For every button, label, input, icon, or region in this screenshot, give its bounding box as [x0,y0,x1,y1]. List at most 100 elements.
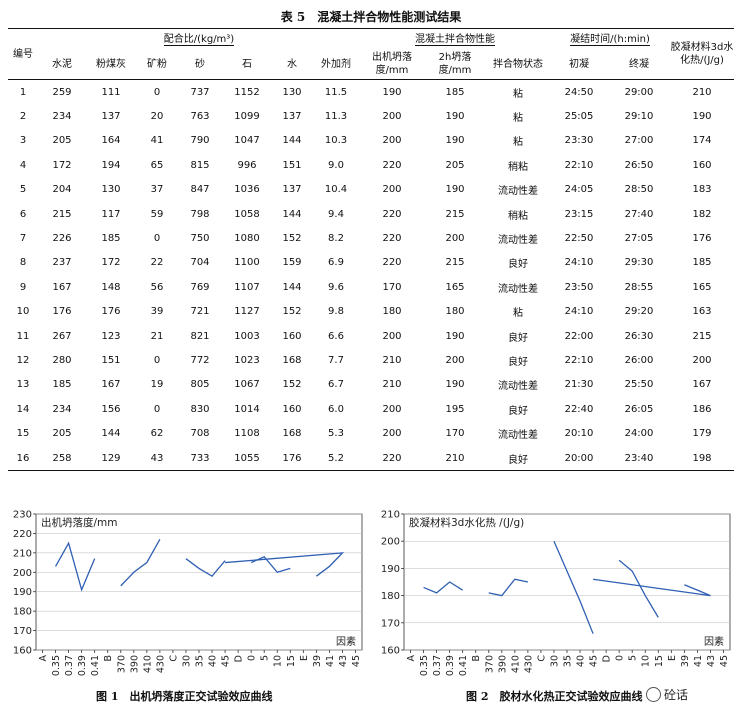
table-cell: 185 [445,86,465,98]
column-header: 出机坍落度/mm [360,49,424,80]
table-row: 9 167 148 56 769 1107 144 9.6 170 165 流动性差 23:50 28:… [8,275,734,299]
table-cell: 7.7 [328,354,344,366]
table-cell: 210 [382,354,402,366]
table-cell: 0 [153,233,161,245]
table-cell: 151 [101,354,121,366]
table-cell: 24:10 [564,306,594,318]
table-cell: 1100 [234,257,260,269]
effect-line-E [225,552,345,577]
column-header: 水泥 [38,49,86,80]
table-cell: 粘 [513,308,523,320]
x-tick-label: 35 [195,655,206,667]
table-cell: 流动性差 [498,430,538,442]
effect-line-A [423,581,464,594]
table-cell: 130 [282,86,302,98]
table-cell: 22:10 [564,159,594,171]
table-cell: 10.3 [324,135,348,147]
table-cell: 176 [692,233,712,245]
table-title: 表 5 混凝土拌合物性能测试结果 [280,10,462,24]
table-cell: 200 [382,403,402,415]
table-cell: 200 [445,233,465,245]
table-cell: 144 [282,135,302,147]
table-cell: 170 [445,428,465,440]
x-tick-label: C [168,655,179,662]
table-cell: 2 [19,111,27,123]
table-cell: 10.4 [324,184,348,196]
x-tick-label: 35 [563,655,574,667]
table-cell: 1055 [222,445,272,472]
table-cell: 良好 [486,445,550,472]
table-cell: 流动性差 [498,235,538,247]
x-tick-label: 0.35 [51,655,62,676]
table-cell: 良好 [508,332,528,344]
y-tick-label: 180 [13,607,32,618]
table-cell: 163 [692,306,712,318]
table-cell: 20:00 [550,445,608,472]
header-mix-group: 配合比/(kg/m³) [38,28,360,49]
table-cell: 39 [150,306,164,318]
table-cell: 1127 [234,306,260,318]
y-tick-label: 210 [381,510,400,521]
table-cell: 280 [52,354,72,366]
effect-line-D [618,559,659,618]
y-tick-label: 190 [381,564,400,575]
table-cell: 1 [19,86,27,98]
column-header: 粉煤灰 [86,49,136,80]
table-cell: 237 [52,257,72,269]
table-cell: 215 [445,257,465,269]
table-cell: 205 [52,135,72,147]
table-cell: 190 [692,111,712,123]
effect-line-B [120,538,161,587]
table-cell: 1108 [234,428,260,440]
table-cell: 22:10 [564,354,594,366]
table-cell: 176 [52,306,72,318]
table-cell: 200 [382,111,402,123]
table-row: 3 205 164 41 790 1047 144 10.3 200 190 粘 23:30 27:00… [8,129,734,153]
table-cell: 1058 [234,208,260,220]
x-tick-label: 430 [155,655,166,673]
table-cell: 良好 [508,405,528,417]
y-tick-label: 180 [381,591,400,602]
table-cell: 21:30 [564,379,594,391]
table-cell: 750 [190,233,210,245]
table-cell: 733 [178,445,222,472]
table-cell: 798 [190,208,210,220]
column-header: 初凝 [550,49,608,80]
table-cell: 160 [282,403,302,415]
table-cell: 9.8 [328,306,344,318]
x-tick-label: 5 [260,655,271,661]
table-cell: 267 [52,330,72,342]
x-tick-label: 39 [312,655,323,667]
table-cell: 220 [382,257,402,269]
x-tick-label: 0 [615,655,626,661]
table-cell: 良好 [508,259,528,271]
table-row: 4 172 194 65 815 996 151 9.0 220 205 稍粘 22:10 26:50 1… [8,153,734,177]
table-cell: 170 [382,281,402,293]
table-cell: 144 [282,281,302,293]
column-header: 2h坍落度/mm [424,49,486,80]
effect-line-B [488,578,529,597]
table-cell: 9 [19,281,27,293]
table-cell: 198 [670,445,734,472]
table-cell: 148 [101,281,121,293]
header-performance-group: 混凝土拌合物性能 [360,28,550,49]
table-cell: 200 [692,354,712,366]
table-row: 11 267 123 21 821 1003 160 6.6 200 190 良好 22:00 26:3… [8,324,734,348]
table-cell: 130 [101,184,121,196]
table-cell: 160 [282,330,302,342]
table-cell: 56 [150,281,164,293]
table-cell: 704 [190,257,210,269]
figure-2-caption: 图 2 胶材水化热正交试验效应曲线 [466,690,643,703]
x-tick-label: 45 [351,655,362,667]
table-cell: 172 [52,159,72,171]
table-cell: 27:05 [624,233,654,245]
x-tick-label: 41 [325,655,336,667]
table-cell: 6.6 [328,330,344,342]
table-cell: 43 [136,445,178,472]
x-tick-label: 40 [208,655,219,667]
table-row: 1 259 111 0 737 1152 130 11.5 190 185 粘 24:50 29:00 2… [8,80,734,105]
x-tick-label: 390 [497,655,508,673]
table-cell: 144 [101,428,121,440]
table-cell: 26:30 [624,330,654,342]
table-cell: 1014 [234,403,260,415]
